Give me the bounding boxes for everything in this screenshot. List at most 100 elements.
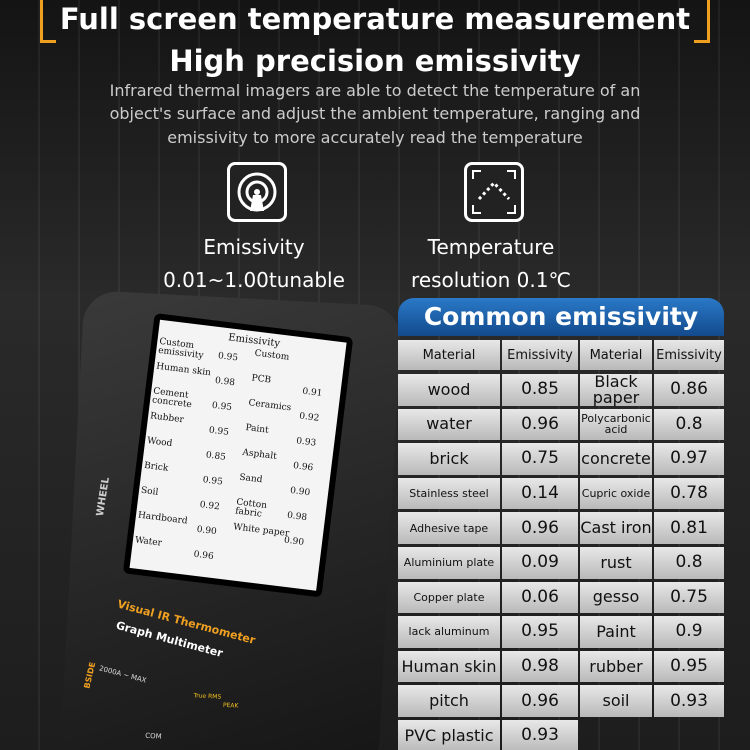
bracket xyxy=(40,40,56,43)
material-name: pitch xyxy=(398,685,500,717)
material-name: wood xyxy=(398,374,500,406)
feature-label: Emissivity xyxy=(203,235,305,259)
screen-item: Rubber xyxy=(149,411,185,426)
device: Emissivity Custom emissivity 0.95 Human sk… xyxy=(59,290,403,750)
emissivity-value: 0.06 xyxy=(502,581,578,614)
material-name: concrete xyxy=(580,443,652,475)
emissivity-value: 0.93 xyxy=(502,720,578,750)
material-name: Cast iron xyxy=(580,512,652,544)
wheel-label: WHEEL xyxy=(94,476,112,518)
screen-item: PCB xyxy=(250,373,272,386)
title: High precision emissivity xyxy=(169,44,581,78)
port-label: COM xyxy=(145,731,162,741)
screen-value: 0.95 xyxy=(217,351,239,364)
icon-graphic xyxy=(472,170,516,214)
screen-value: 0.93 xyxy=(295,436,317,449)
device-screen: Emissivity Custom emissivity 0.95 Human sk… xyxy=(122,313,354,598)
screen-item: Brick xyxy=(143,460,169,474)
screen-value: 0.95 xyxy=(208,425,230,438)
subtitle: Infrared thermal imagers are able to det… xyxy=(109,81,641,100)
resolution-icon xyxy=(464,162,524,222)
material-name: rubber xyxy=(580,650,652,683)
subtitle: object's surface and adjust the ambient … xyxy=(109,104,641,123)
emissivity-value: 0.85 xyxy=(502,374,578,406)
icon-graphic xyxy=(237,172,277,212)
column-header: Material xyxy=(580,340,652,370)
range-label: 2000A ~ MAX xyxy=(98,664,148,685)
emissivity-value: 0.95 xyxy=(502,616,578,648)
emissivity-value: 0.96 xyxy=(502,512,578,544)
emissivity-value: 0.75 xyxy=(654,581,724,614)
screen-item: Soil xyxy=(140,485,159,498)
screen-item: Human skin xyxy=(155,361,212,379)
emissivity-value: 0.78 xyxy=(654,477,724,510)
emissivity-value: 0.97 xyxy=(654,443,724,475)
emissivity-icon xyxy=(227,162,287,222)
screen-item: Sand xyxy=(238,472,263,486)
screen-value: 0.95 xyxy=(202,475,224,488)
material-name: Paint xyxy=(580,616,652,648)
emissivity-table: Common emissivity Material Emissivity Mate… xyxy=(398,298,724,750)
feature-label: 0.01~1.00tunable xyxy=(163,268,345,292)
title: Full screen temperature measurement xyxy=(59,2,691,36)
screen-title: Emissivity xyxy=(227,332,281,350)
material-name: brick xyxy=(398,443,500,475)
emissivity-value: 0.96 xyxy=(502,408,578,441)
emissivity-value: 0.81 xyxy=(654,512,724,544)
emissivity-value: 0.8 xyxy=(654,408,724,441)
badge: True RMS xyxy=(193,692,222,701)
emissivity-value: 0.93 xyxy=(654,685,724,717)
table-title: Common emissivity xyxy=(398,298,724,336)
bracket xyxy=(694,40,710,43)
screen-value: 0.90 xyxy=(283,535,305,548)
column-header: Material xyxy=(398,340,500,370)
emissivity-value: 0.75 xyxy=(502,443,578,475)
screen-value: 0.96 xyxy=(292,461,314,474)
badge: PEAK xyxy=(222,701,239,710)
screen-item: Water xyxy=(134,535,163,549)
material-name: Stainless steel xyxy=(398,477,500,510)
material-name: PVC plastic xyxy=(398,720,500,750)
material-name: rust xyxy=(580,547,652,579)
material-name: lack aluminum xyxy=(398,616,500,648)
screen-item: Asphalt xyxy=(241,447,278,462)
subtitle: emissivity to more accurately read the t… xyxy=(167,128,583,147)
screen-item: Ceramics xyxy=(247,398,292,414)
emissivity-value: 0.96 xyxy=(502,685,578,717)
screen-value: 0.92 xyxy=(298,411,320,424)
material-name: gesso xyxy=(580,581,652,614)
bracket xyxy=(707,0,710,42)
material-name: soil xyxy=(580,685,652,717)
column-header: Emissivity xyxy=(654,340,724,370)
feature-label: resolution 0.1℃ xyxy=(411,268,571,292)
material-name: Copper plate xyxy=(398,581,500,614)
emissivity-value: 0.86 xyxy=(654,374,724,406)
screen-value: 0.92 xyxy=(199,499,221,513)
screen-value: 0.91 xyxy=(301,386,323,400)
screen-value: 0.98 xyxy=(214,375,236,389)
emissivity-value: 0.09 xyxy=(502,547,578,579)
screen-item: Paint xyxy=(244,422,270,436)
screen-value: 0.85 xyxy=(205,450,227,463)
material-name: Cupric oxide xyxy=(580,477,652,510)
material-name: Polycarbonic acid xyxy=(580,408,652,441)
screen-item: Custom emissivity xyxy=(157,336,205,362)
bracket xyxy=(40,0,43,42)
screen-item: Hardboard xyxy=(137,510,189,527)
screen-value: 0.95 xyxy=(211,400,233,414)
emissivity-value: 0.8 xyxy=(654,547,724,579)
material-name: Black paper xyxy=(580,373,652,406)
material-name: Adhesive tape xyxy=(398,512,500,544)
screen-value: 0.90 xyxy=(196,524,218,538)
emissivity-value: 0.14 xyxy=(502,477,578,510)
material-name: water xyxy=(398,408,500,441)
screen-value: 0.96 xyxy=(193,549,215,562)
screen-item: Cotton fabric xyxy=(234,497,268,520)
feature-label: Temperature xyxy=(427,235,555,259)
column-header: Emissivity xyxy=(502,340,578,370)
screen-item: Wood xyxy=(146,436,173,450)
screen-item: Custom xyxy=(253,348,290,363)
screen-value: 0.90 xyxy=(289,485,311,499)
emissivity-value: 0.9 xyxy=(654,616,724,648)
